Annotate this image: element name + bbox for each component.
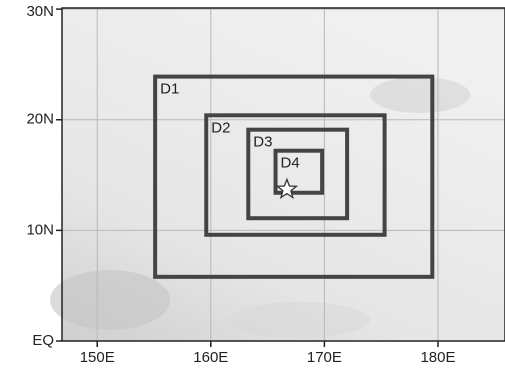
map-figure: 150E 160E 170E 180E EQ 10N 20N 30N D1 D2 D3 D4 (0, 0, 505, 371)
domain-label: D2 (211, 119, 230, 136)
domain-label: D4 (281, 155, 300, 172)
domain-label: D3 (253, 134, 272, 151)
x-tick-label: 150E (80, 349, 115, 366)
y-tick-label: 10N (26, 221, 54, 238)
terrain-shade (50, 270, 170, 330)
terrain-shade (230, 302, 370, 338)
y-tick-label: EQ (32, 332, 54, 349)
y-tick-label: 20N (26, 111, 54, 128)
x-tick-label: 160E (193, 349, 228, 366)
y-tick-label: 30N (26, 3, 54, 20)
page: {"map": { "xlim": [146.9, 185.9], "ylim"… (0, 0, 505, 371)
terrain-shade (370, 77, 470, 113)
x-tick-label: 170E (307, 349, 342, 366)
x-tick-label: 180E (420, 349, 455, 366)
domain-label: D1 (160, 81, 179, 98)
